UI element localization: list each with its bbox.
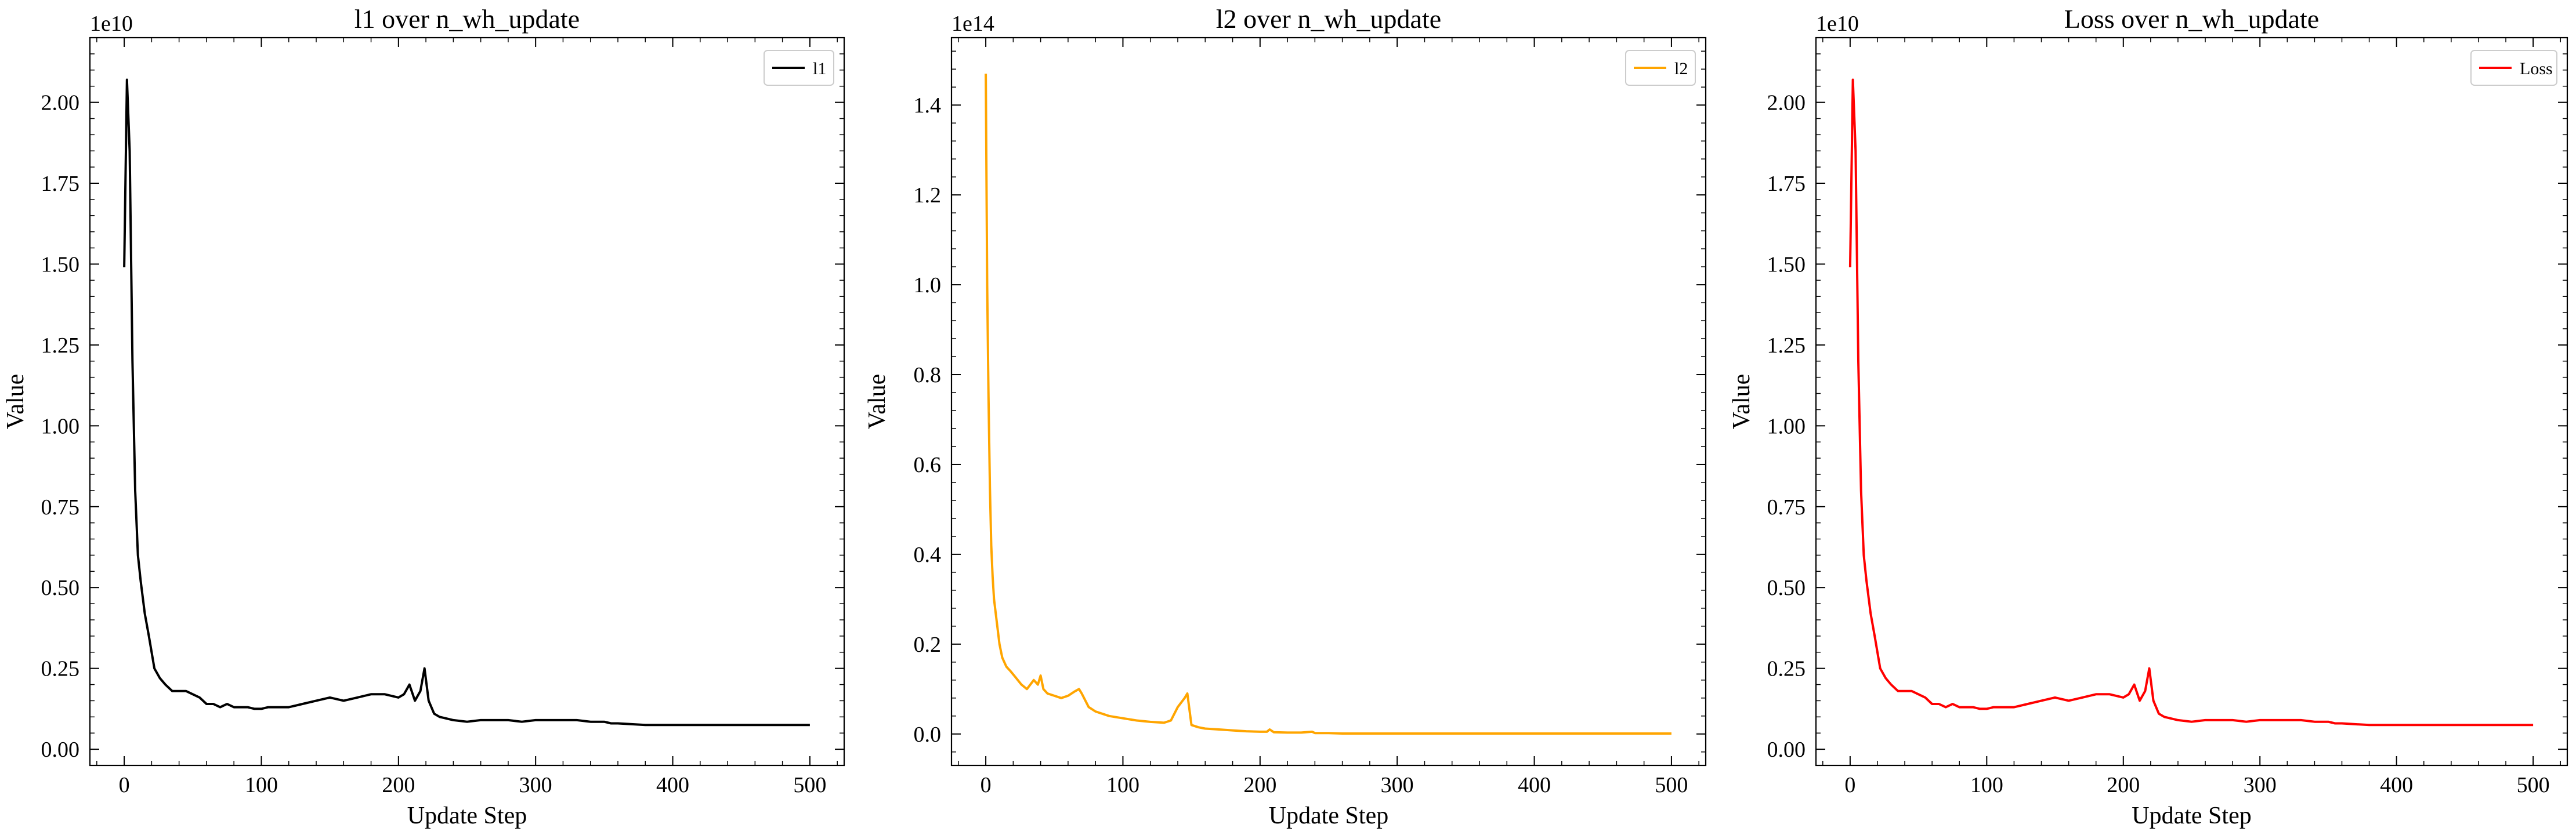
y-tick-label: 0.50 <box>41 576 80 600</box>
series-line-l2 <box>985 73 1671 735</box>
axes-frame <box>89 37 845 767</box>
x-axis-label: Update Step <box>1269 803 1388 829</box>
y-offset-text: 1e10 <box>1816 12 1859 36</box>
y-tick-label: 1.2 <box>914 183 942 208</box>
y-tick-label: 0.0 <box>914 723 942 747</box>
x-tick-label: 400 <box>656 773 689 797</box>
legend-box <box>2470 50 2557 86</box>
x-tick-label: 0 <box>981 773 992 797</box>
y-tick-label: 0.4 <box>914 543 942 567</box>
x-tick-label: 500 <box>2517 773 2550 797</box>
chart-title: Loss over n_wh_update <box>2064 4 2319 34</box>
x-tick-label: 300 <box>1381 773 1414 797</box>
y-tick-label: 0.00 <box>41 738 80 762</box>
y-tick-label: 1.0 <box>914 273 942 297</box>
x-tick-label: 500 <box>1655 773 1688 797</box>
y-tick-label: 1.25 <box>1767 333 1806 358</box>
y-tick-label: 0.2 <box>914 633 942 657</box>
x-tick-label: 0 <box>119 773 130 797</box>
y-tick-label: 1.50 <box>41 252 80 277</box>
legend-label: l2 <box>1674 59 1688 78</box>
x-axis-label: Update Step <box>407 803 527 829</box>
y-tick-label: 1.4 <box>914 93 942 118</box>
y-tick-label: 0.25 <box>1767 657 1806 681</box>
series-line-l1 <box>123 78 810 727</box>
chart-panel-1: 0 100 200 300 400 500 0.0 0.2 0.4 0.6 0.8 1.0 1.2 1.4… <box>864 4 1707 829</box>
x-tick-label: 300 <box>519 773 552 797</box>
x-tick-label: 100 <box>1106 773 1139 797</box>
x-tick-label: 300 <box>2244 773 2277 797</box>
y-tick-label: 1.25 <box>41 333 80 358</box>
y-axis-label: Value <box>1728 374 1755 430</box>
legend-label: l1 <box>813 59 826 78</box>
y-tick-label: 0.75 <box>41 495 80 520</box>
y-tick-label: 2.00 <box>41 91 80 115</box>
y-tick-label: 2.00 <box>1767 91 1806 115</box>
y-tick-label: 0.8 <box>914 363 942 387</box>
x-tick-label: 100 <box>1970 773 2003 797</box>
x-tick-label: 400 <box>2380 773 2413 797</box>
y-axis-label: Value <box>864 374 891 430</box>
x-tick-label: 500 <box>793 773 826 797</box>
y-tick-label: 0.25 <box>41 657 80 681</box>
y-offset-text: 1e10 <box>90 12 133 36</box>
legend-label: Loss <box>2520 59 2553 78</box>
chart-panel-0: 0 100 200 300 400 500 0.00 0.25 0.50 0.75 1.00 1.25… <box>2 4 845 829</box>
y-axis-label: Value <box>2 374 29 430</box>
x-tick-label: 200 <box>1243 773 1276 797</box>
chart-panel-2: 0 100 200 300 400 500 0.00 0.25 0.50 0.75 1.00 1.25… <box>1728 4 2568 829</box>
y-tick-label: 0.50 <box>1767 576 1806 600</box>
series-line-Loss <box>1848 78 2534 727</box>
y-tick-label: 0.75 <box>1767 495 1806 520</box>
y-tick-label: 0.6 <box>914 453 942 477</box>
axes-frame <box>1815 37 2568 767</box>
x-tick-label: 0 <box>1844 773 1855 797</box>
x-tick-label: 100 <box>245 773 278 797</box>
x-tick-label: 200 <box>382 773 415 797</box>
y-tick-label: 1.00 <box>1767 414 1806 438</box>
chart-title: l1 over n_wh_update <box>354 4 580 34</box>
y-tick-label: 1.75 <box>41 172 80 196</box>
y-tick-label: 0.00 <box>1767 738 1806 762</box>
y-offset-text: 1e14 <box>951 12 994 36</box>
y-tick-label: 1.00 <box>41 414 80 438</box>
x-tick-label: 200 <box>2107 773 2140 797</box>
x-tick-label: 400 <box>1518 773 1551 797</box>
y-tick-label: 1.50 <box>1767 252 1806 277</box>
chart-title: l2 over n_wh_update <box>1216 4 1441 34</box>
axes-frame <box>950 37 1707 767</box>
x-axis-label: Update Step <box>2132 803 2251 829</box>
y-tick-label: 1.75 <box>1767 172 1806 196</box>
